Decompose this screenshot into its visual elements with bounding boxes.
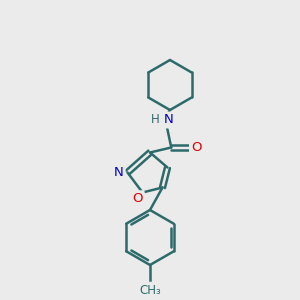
Text: O: O bbox=[191, 141, 202, 154]
Text: O: O bbox=[132, 192, 143, 205]
Text: N: N bbox=[114, 166, 124, 179]
Text: H: H bbox=[151, 113, 159, 127]
Text: N: N bbox=[164, 113, 174, 127]
Text: CH₃: CH₃ bbox=[139, 284, 161, 296]
